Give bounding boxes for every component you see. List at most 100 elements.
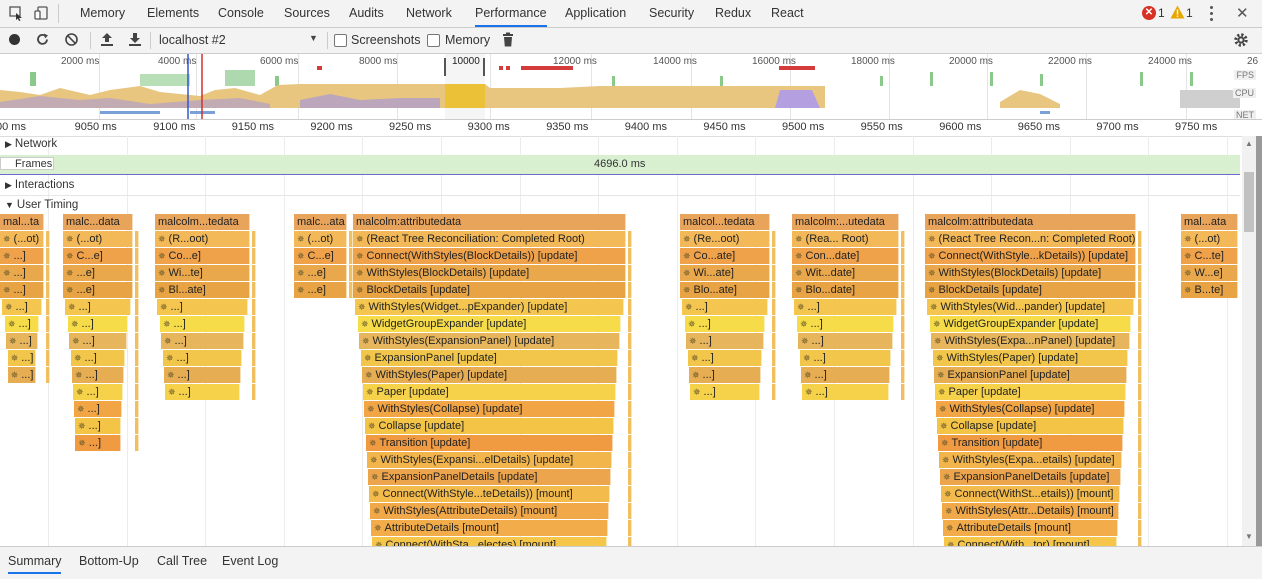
- flame-sliver[interactable]: [1138, 401, 1142, 417]
- scrollbar-thumb[interactable]: [1244, 172, 1254, 232]
- flame-block[interactable]: ✵...]: [798, 333, 893, 349]
- tab-application[interactable]: Application: [565, 6, 627, 20]
- flame-sliver[interactable]: [901, 248, 905, 264]
- flame-sliver[interactable]: [628, 350, 632, 366]
- flame-block[interactable]: ✵ WithStyles(Expa...etails) [update]: [939, 452, 1122, 468]
- flame-block[interactable]: ✵ Blo...ate]: [680, 282, 770, 298]
- flame-block[interactable]: ✵ Wi...ate]: [680, 265, 770, 281]
- flame-sliver[interactable]: [135, 401, 139, 417]
- profile-select[interactable]: localhost #2 ▼: [155, 31, 323, 49]
- flame-sliver[interactable]: [901, 299, 905, 315]
- flame-block[interactable]: ✵...]: [688, 350, 762, 366]
- flame-block[interactable]: ✵...]: [161, 333, 244, 349]
- flame-block[interactable]: ✵ Connect(WithStyle...kDetails)) [update]: [925, 248, 1136, 264]
- frames-track[interactable]: Frames 4696.0 ms: [0, 155, 1240, 175]
- flame-sliver[interactable]: [135, 299, 139, 315]
- flame-sliver[interactable]: [135, 333, 139, 349]
- flame-block[interactable]: ✵...]: [797, 316, 894, 332]
- details-tab-call-tree[interactable]: Call Tree: [157, 554, 208, 568]
- flame-sliver[interactable]: [46, 282, 50, 298]
- flame-block[interactable]: ✵ (...ot): [0, 231, 44, 247]
- flame-block[interactable]: ✵...]: [6, 333, 38, 349]
- flame-block[interactable]: ✵ ExpansionPanel [update]: [934, 367, 1127, 383]
- flame-block[interactable]: ✵ Wi...te]: [155, 265, 250, 281]
- flame-sliver[interactable]: [901, 384, 905, 400]
- error-count[interactable]: 1: [1158, 6, 1165, 20]
- flame-block[interactable]: ✵ (...ot): [63, 231, 133, 247]
- tab-react[interactable]: React: [771, 6, 804, 20]
- flame-sliver[interactable]: [628, 435, 632, 451]
- tab-memory[interactable]: Memory: [80, 6, 126, 20]
- flame-block[interactable]: ✵ (Rea... Root): [792, 231, 899, 247]
- clear-icon[interactable]: [64, 32, 79, 47]
- tab-redux[interactable]: Redux: [715, 6, 752, 20]
- flame-sliver[interactable]: [628, 520, 632, 536]
- flame-block[interactable]: ✵ WithStyles(AttributeDetails) [mount]: [370, 503, 609, 519]
- tab-console[interactable]: Console: [218, 6, 264, 20]
- flame-block[interactable]: ✵ WithStyles(Expa...nPanel) [update]: [931, 333, 1130, 349]
- tab-audits[interactable]: Audits: [349, 6, 384, 20]
- flame-block[interactable]: ✵ Co...e]: [155, 248, 250, 264]
- flame-sliver[interactable]: [46, 350, 50, 366]
- flame-sliver[interactable]: [901, 333, 905, 349]
- flame-block[interactable]: ✵...]: [801, 367, 890, 383]
- flame-block[interactable]: ✵ Collapse [update]: [937, 418, 1124, 434]
- flame-block[interactable]: ✵ (...ot): [294, 231, 347, 247]
- flame-sliver[interactable]: [252, 316, 256, 332]
- flame-block[interactable]: ✵ WithStyles(BlockDetails) [update]: [353, 265, 626, 281]
- flame-block[interactable]: ✵...]: [73, 384, 123, 400]
- details-tab-summary[interactable]: Summary: [8, 554, 62, 574]
- close-devtools-icon[interactable]: ✕: [1236, 5, 1249, 22]
- flame-sliver[interactable]: [1138, 316, 1142, 332]
- flame-sliver[interactable]: [1138, 282, 1142, 298]
- flame-block[interactable]: ✵...]: [7, 367, 37, 383]
- flame-sliver[interactable]: [628, 248, 632, 264]
- flame-block[interactable]: ✵...]: [164, 367, 241, 383]
- flame-sliver[interactable]: [135, 265, 139, 281]
- flame-block[interactable]: ✵ ExpansionPanel [update]: [361, 350, 618, 366]
- flame-block[interactable]: ✵ (React Tree Reconciliation: Completed R…: [353, 231, 626, 247]
- flame-block[interactable]: ✵ AttributeDetails [mount]: [943, 520, 1118, 536]
- flame-block[interactable]: ✵...]: [794, 299, 897, 315]
- device-toolbar-icon[interactable]: [33, 5, 49, 21]
- flame-sliver[interactable]: [1138, 367, 1142, 383]
- flame-block[interactable]: ✵ (Re...oot): [680, 231, 770, 247]
- flame-block[interactable]: ✵ W...e]: [1181, 265, 1238, 281]
- flame-sliver[interactable]: [628, 282, 632, 298]
- flame-block[interactable]: ✵ (...ot): [1181, 231, 1238, 247]
- user-timing-track[interactable]: ▼ User Timing: [0, 197, 1240, 214]
- flame-block[interactable]: ✵...]: [0, 265, 44, 281]
- flame-block[interactable]: ✵ WithStyles(Paper) [update]: [933, 350, 1128, 366]
- flame-block[interactable]: ✵...]: [157, 299, 248, 315]
- flame-block[interactable]: ✵...]: [75, 435, 121, 451]
- flame-sliver[interactable]: [252, 367, 256, 383]
- tab-elements[interactable]: Elements: [147, 6, 200, 20]
- flame-sliver[interactable]: [1138, 452, 1142, 468]
- flame-block[interactable]: malcol...tedata: [680, 214, 770, 230]
- flame-block[interactable]: ✵...]: [69, 333, 127, 349]
- scroll-up-icon[interactable]: ▲: [1245, 139, 1253, 148]
- warning-count[interactable]: 1: [1186, 6, 1193, 20]
- flame-sliver[interactable]: [772, 350, 776, 366]
- flame-block[interactable]: mal...ta: [0, 214, 44, 230]
- flame-block[interactable]: ✵ BlockDetails [update]: [353, 282, 626, 298]
- flame-sliver[interactable]: [628, 469, 632, 485]
- flame-block[interactable]: ✵...]: [0, 248, 44, 264]
- flame-sliver[interactable]: [901, 231, 905, 247]
- scroll-down-icon[interactable]: ▼: [1245, 532, 1253, 541]
- settings-gear-icon[interactable]: [1233, 32, 1249, 48]
- reload-record-icon[interactable]: [35, 32, 50, 47]
- flame-block[interactable]: ✵...]: [2, 299, 42, 315]
- flame-block[interactable]: ✵ C...e]: [294, 248, 347, 264]
- flame-block[interactable]: ✵...]: [802, 384, 889, 400]
- flame-sliver[interactable]: [1138, 418, 1142, 434]
- memory-checkbox[interactable]: [427, 34, 440, 47]
- flame-block[interactable]: ✵ Paper [update]: [363, 384, 616, 400]
- flame-block[interactable]: ✵ ...e]: [63, 282, 133, 298]
- flame-sliver[interactable]: [252, 282, 256, 298]
- flame-sliver[interactable]: [349, 282, 353, 298]
- flame-block[interactable]: ✵...]: [75, 418, 121, 434]
- network-track[interactable]: ▶ Network: [0, 136, 1240, 154]
- flame-sliver[interactable]: [901, 282, 905, 298]
- flame-block[interactable]: ✵ Blo...date]: [792, 282, 899, 298]
